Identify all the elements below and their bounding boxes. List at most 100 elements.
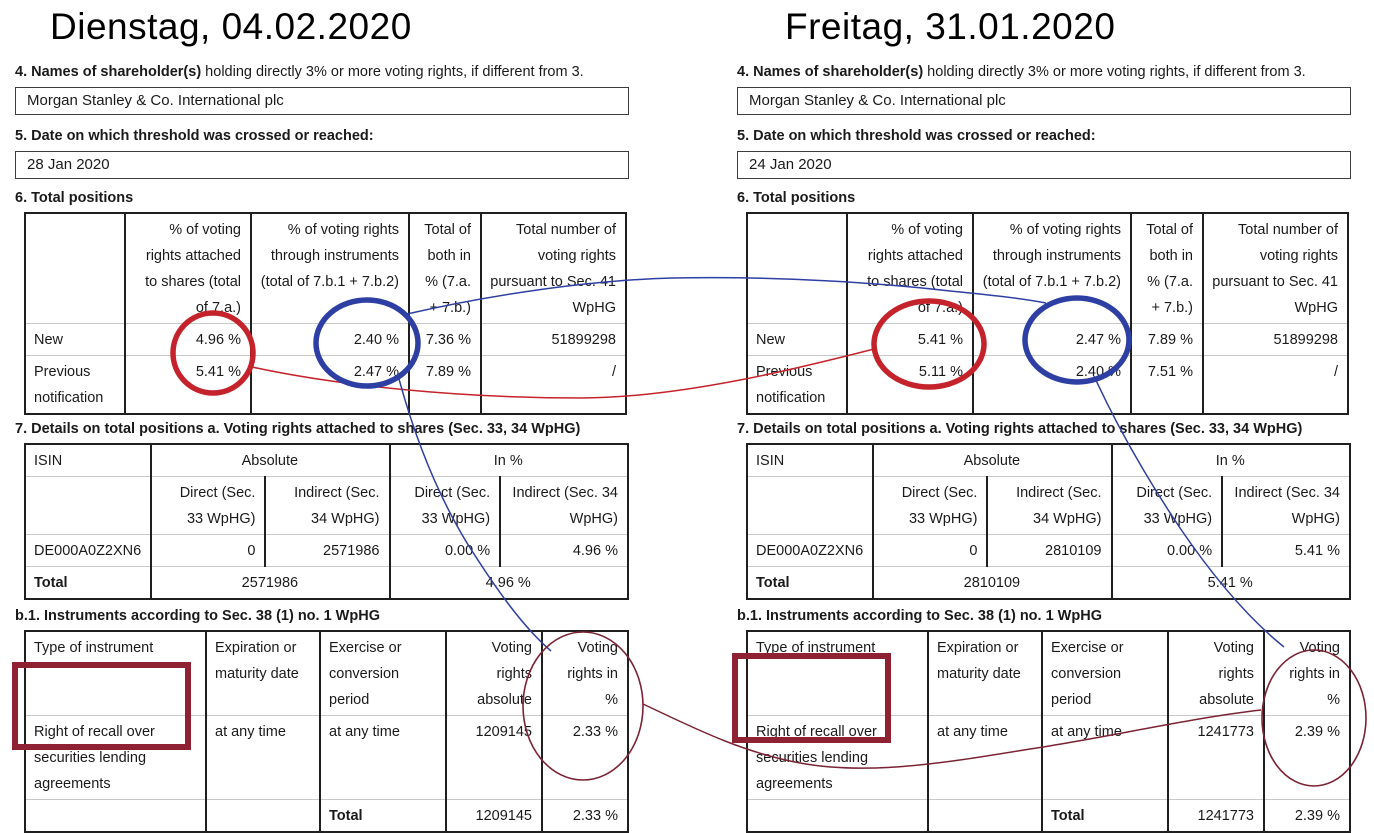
table-cell: 2.40 % — [250, 323, 409, 356]
table-cell: 5.41 % — [846, 323, 973, 356]
table-header-cell: Direct (Sec. 33 WpHG) — [388, 476, 501, 535]
table-header-cell: Total of both in % (7.a. + 7.b.) — [1130, 213, 1203, 324]
table-cell: at any time — [1041, 715, 1168, 800]
table-header-cell: ISIN — [745, 444, 874, 477]
table-header-row: Type of instrument Expiration or maturit… — [24, 631, 628, 716]
table-subheader-row: Direct (Sec. 33 WpHG) Indirect (Sec. 34 … — [745, 476, 1350, 535]
table-header-cell — [23, 476, 152, 535]
isin-value: DE000A0Z2XN6 — [745, 534, 874, 567]
table-header-cell: Type of instrument — [746, 631, 928, 716]
table-header-cell: ISIN — [23, 444, 152, 477]
threshold-date-field[interactable]: 28 Jan 2020 — [15, 151, 629, 179]
table-header-row: Type of instrument Expiration or maturit… — [746, 631, 1350, 716]
table-cell: 2810109 — [872, 566, 1112, 599]
shareholder-name-field[interactable]: Morgan Stanley & Co. International plc — [15, 87, 629, 115]
total-positions-table: % of voting rights attached to shares (t… — [746, 212, 1349, 415]
table-header-cell: Total number of voting rights pursuant t… — [480, 213, 626, 324]
table-cell: 2571986 — [264, 534, 390, 567]
section-5-label: 5. Date on which threshold was crossed o… — [737, 128, 1096, 144]
section-6-label: 6. Total positions — [15, 190, 134, 206]
table-header-cell — [745, 476, 874, 535]
table-header-cell — [746, 213, 847, 324]
instrument-type: Right of recall over securities lending … — [24, 715, 206, 800]
table-cell: 2810109 — [986, 534, 1112, 567]
table-header-row: ISIN Absolute In % — [745, 444, 1350, 477]
table-cell — [205, 799, 320, 832]
table-cell: 4.96 % — [124, 323, 251, 356]
table-header-cell: Expiration or maturity date — [205, 631, 320, 716]
table-cell: 0.00 % — [1110, 534, 1223, 567]
table-header-cell: Direct (Sec. 33 WpHG) — [872, 476, 988, 535]
table-cell: at any time — [205, 715, 320, 800]
section-4-label-rest: holding directly 3% or more voting right… — [923, 64, 1306, 80]
table-header-cell: Absolute — [872, 444, 1112, 477]
section-4-label-rest: holding directly 3% or more voting right… — [201, 64, 584, 80]
table-header-cell: Direct (Sec. 33 WpHG) — [150, 476, 266, 535]
section-7-label: 7. Details on total positions a. Voting … — [737, 421, 1303, 437]
threshold-date-field[interactable]: 24 Jan 2020 — [737, 151, 1351, 179]
table-header-cell: Voting rights in % — [1263, 631, 1350, 716]
table-header-cell: Indirect (Sec. 34 WpHG) — [264, 476, 390, 535]
isin-value: DE000A0Z2XN6 — [23, 534, 152, 567]
panel-freitag: Freitag, 31.01.2020 4. Names of sharehol… — [737, 0, 1351, 833]
shareholder-name-field[interactable]: Morgan Stanley & Co. International plc — [737, 87, 1351, 115]
table-header-cell: Exercise or conversion period — [1041, 631, 1168, 716]
table-cell: 1209145 — [445, 715, 542, 800]
table-row-isin: DE000A0Z2XN6 0 2810109 0.00 % 5.41 % — [745, 534, 1350, 567]
table-cell — [927, 799, 1042, 832]
table-row-new: New 5.41 % 2.47 % 7.89 % 51899298 — [746, 323, 1348, 356]
table-header-row: ISIN Absolute In % — [23, 444, 628, 477]
table-header-row: % of voting rights attached to shares (t… — [746, 213, 1348, 324]
table-cell: 7.36 % — [408, 323, 481, 356]
table-cell: 2.40 % — [972, 355, 1131, 414]
table-cell: 2571986 — [150, 566, 390, 599]
table-row-total: Total 1241773 2.39 % — [746, 799, 1350, 832]
table-header-cell: Total number of voting rights pursuant t… — [1202, 213, 1348, 324]
table-header-cell: Indirect (Sec. 34 WpHG) — [1221, 476, 1350, 535]
section-5-label: 5. Date on which threshold was crossed o… — [15, 128, 374, 144]
instruments-table: Type of instrument Expiration or maturit… — [746, 630, 1351, 833]
table-header-cell: Expiration or maturity date — [927, 631, 1042, 716]
row-label: New — [746, 323, 847, 356]
instrument-type: Right of recall over securities lending … — [746, 715, 928, 800]
table-header-cell: Absolute — [150, 444, 390, 477]
row-label: Previous notification — [24, 355, 125, 414]
table-cell: 1241773 — [1167, 799, 1264, 832]
table-cell: 7.51 % — [1130, 355, 1203, 414]
table-row-total: Total 1209145 2.33 % — [24, 799, 628, 832]
table-row-previous: Previous notification 5.41 % 2.47 % 7.89… — [24, 355, 626, 414]
table-cell: 2.39 % — [1263, 799, 1350, 832]
table-row-instrument: Right of recall over securities lending … — [24, 715, 628, 800]
table-cell: 7.89 % — [1130, 323, 1203, 356]
table-header-cell: % of voting rights attached to shares (t… — [846, 213, 973, 324]
section-4-label: 4. Names of shareholder(s) holding direc… — [15, 64, 629, 80]
table-header-row: % of voting rights attached to shares (t… — [24, 213, 626, 324]
section-b1-label: b.1. Instruments according to Sec. 38 (1… — [15, 608, 380, 624]
table-header-cell: In % — [1110, 444, 1350, 477]
table-row-previous: Previous notification 5.11 % 2.40 % 7.51… — [746, 355, 1348, 414]
table-header-cell — [24, 213, 125, 324]
table-header-cell: Indirect (Sec. 34 WpHG) — [986, 476, 1112, 535]
table-header-cell: Voting rights absolute — [1167, 631, 1264, 716]
table-header-cell: Exercise or conversion period — [319, 631, 446, 716]
table-cell: at any time — [319, 715, 446, 800]
table-header-cell: % of voting rights through instruments (… — [250, 213, 409, 324]
row-label: Previous notification — [746, 355, 847, 414]
total-label: Total — [319, 799, 446, 832]
total-label: Total — [23, 566, 152, 599]
table-cell: 5.41 % — [124, 355, 251, 414]
table-cell: 0.00 % — [388, 534, 501, 567]
table-cell: 2.47 % — [250, 355, 409, 414]
section-6-label: 6. Total positions — [737, 190, 856, 206]
table-cell: 5.41 % — [1110, 566, 1350, 599]
table-subheader-row: Direct (Sec. 33 WpHG) Indirect (Sec. 34 … — [23, 476, 628, 535]
table-cell: 2.47 % — [972, 323, 1131, 356]
voting-rights-details-table: ISIN Absolute In % Direct (Sec. 33 WpHG)… — [745, 443, 1351, 600]
section-4-label: 4. Names of shareholder(s) holding direc… — [737, 64, 1351, 80]
table-row-isin: DE000A0Z2XN6 0 2571986 0.00 % 4.96 % — [23, 534, 628, 567]
table-header-cell: Total of both in % (7.a. + 7.b.) — [408, 213, 481, 324]
table-row-new: New 4.96 % 2.40 % 7.36 % 51899298 — [24, 323, 626, 356]
table-cell: 51899298 — [1202, 323, 1348, 356]
table-cell: 2.33 % — [541, 799, 628, 832]
table-cell: 4.96 % — [499, 534, 628, 567]
